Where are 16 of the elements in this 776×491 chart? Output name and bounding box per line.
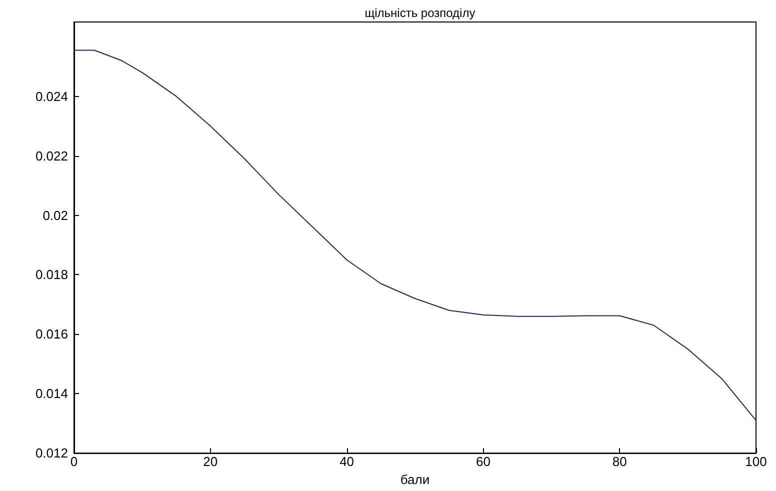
x-tick-label: 80 [612, 454, 627, 470]
y-tick-label: 0.024 [35, 88, 68, 104]
y-tick-label: 0.02 [42, 208, 68, 223]
x-tick-label: 40 [340, 454, 354, 470]
y-tick-label: 0.022 [35, 148, 68, 164]
y-tick-label: 0.016 [35, 326, 68, 342]
y-tick-label: 0.014 [35, 386, 68, 402]
x-tick-label: 60 [476, 454, 490, 470]
y-tick-label: 0.012 [35, 446, 68, 461]
y-tick-label: 0.018 [35, 267, 68, 282]
x-tick-label: 20 [203, 454, 218, 470]
x-tick-label: 100 [745, 454, 767, 470]
line-series [74, 50, 756, 421]
x-tick-label: 0 [70, 454, 78, 470]
chart-title: щільність розподілу [364, 6, 476, 20]
x-axis-title: бали [400, 472, 430, 487]
